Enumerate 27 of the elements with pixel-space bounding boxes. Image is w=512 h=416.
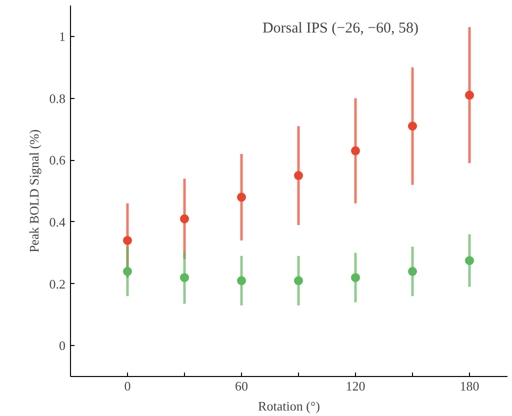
y-tick-label: 0.6 bbox=[49, 152, 66, 168]
x-tick-label: 180 bbox=[460, 378, 480, 394]
y-tick-label: 1 bbox=[59, 28, 66, 44]
point bbox=[351, 273, 360, 282]
point bbox=[351, 146, 360, 156]
y-tick-label: 0 bbox=[59, 338, 66, 354]
point bbox=[180, 273, 189, 282]
point bbox=[465, 256, 474, 266]
point bbox=[123, 266, 132, 276]
x-tick-label: 60 bbox=[235, 378, 248, 394]
point bbox=[237, 192, 246, 202]
point bbox=[294, 171, 303, 180]
x-tick-label: 120 bbox=[346, 378, 366, 394]
annotation: Dorsal IPS (−26, −60, 58) bbox=[262, 20, 419, 36]
x-tick-label: 0 bbox=[124, 378, 131, 394]
y-axis-title: Peak BOLD Signal (%) bbox=[26, 129, 42, 253]
point bbox=[237, 276, 246, 286]
point bbox=[408, 122, 417, 131]
point bbox=[180, 214, 189, 224]
point bbox=[294, 276, 303, 286]
y-tick-label: 0.2 bbox=[49, 276, 66, 292]
y-tick-label: 0.8 bbox=[49, 90, 66, 106]
point bbox=[408, 266, 417, 276]
point bbox=[465, 90, 474, 100]
y-tick-label: 0.4 bbox=[49, 214, 66, 230]
point bbox=[123, 236, 132, 245]
x-axis-title: Rotation (°) bbox=[258, 398, 320, 414]
